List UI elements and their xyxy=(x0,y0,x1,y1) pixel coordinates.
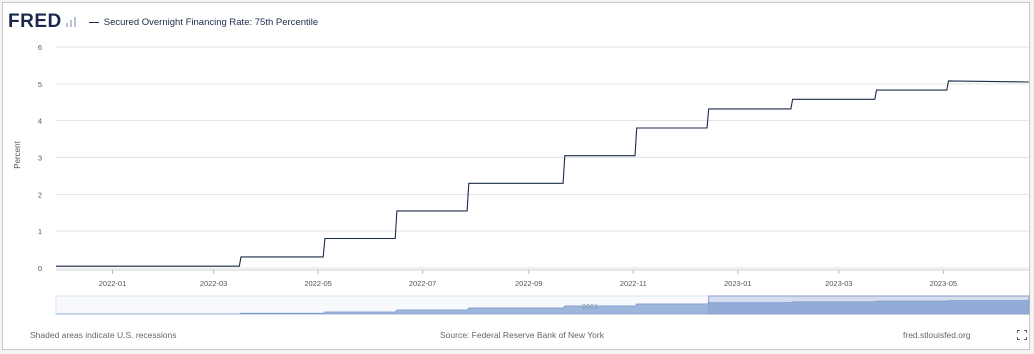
y-tick-label: 4 xyxy=(38,117,42,126)
y-tick-label: 6 xyxy=(38,43,42,52)
x-tick-label: 2022-11 xyxy=(620,279,647,288)
grid-lines xyxy=(56,46,1029,271)
series-group[interactable] xyxy=(56,80,1030,267)
y-axis-label: Percent xyxy=(13,140,22,168)
y-tick-label: 1 xyxy=(38,227,42,236)
x-tick-label: 2023-03 xyxy=(825,279,853,288)
x-tick-label: 2022-09 xyxy=(515,279,543,288)
x-tick-label: 2022-01 xyxy=(99,279,127,288)
recession-note: Shaded areas indicate U.S. recessions xyxy=(30,330,177,340)
chart-frame xyxy=(2,2,1030,350)
x-tick-labels: 2022-01 2022-03 2022-05 2022-07 2022-09 2022-… xyxy=(99,270,957,288)
navigator-window[interactable] xyxy=(708,295,1030,315)
legend-label: Secured Overnight Financing Rate: 75th P… xyxy=(103,16,319,28)
y-tick-label: 5 xyxy=(38,80,42,89)
fred-logo[interactable]: FRED xyxy=(8,11,62,32)
chart-legend[interactable]: Secured Overnight Financing Rate: 75th P… xyxy=(88,16,319,28)
y-tick-label: 0 xyxy=(38,264,42,273)
y-tick-label: 3 xyxy=(38,154,42,163)
source-note: Source: Federal Reserve Bank of New York xyxy=(440,330,604,340)
chart-header: FRED Secured Overnight Financing Rate: 7… xyxy=(8,11,319,32)
series-line-0[interactable] xyxy=(56,80,1030,267)
y-tick-labels: 0 1 2 3 4 5 6 xyxy=(38,43,42,273)
navigator-label: 2021 xyxy=(582,302,599,311)
legend-swatch xyxy=(88,21,99,23)
x-tick-label: 2023-01 xyxy=(724,279,752,288)
range-navigator[interactable]: 2021 xyxy=(55,295,1030,315)
site-link[interactable]: fred.stlouisfed.org xyxy=(903,330,971,340)
x-tick-label: 2022-05 xyxy=(304,279,332,288)
fred-chart-icon xyxy=(65,17,76,27)
navigator-area xyxy=(55,300,1030,315)
x-tick-label: 2022-07 xyxy=(409,279,437,288)
y-tick-label: 2 xyxy=(38,190,42,199)
fullscreen-icon[interactable] xyxy=(1017,330,1027,340)
x-tick-label: 2022-03 xyxy=(200,279,228,288)
x-tick-label: 2023-05 xyxy=(930,279,958,288)
